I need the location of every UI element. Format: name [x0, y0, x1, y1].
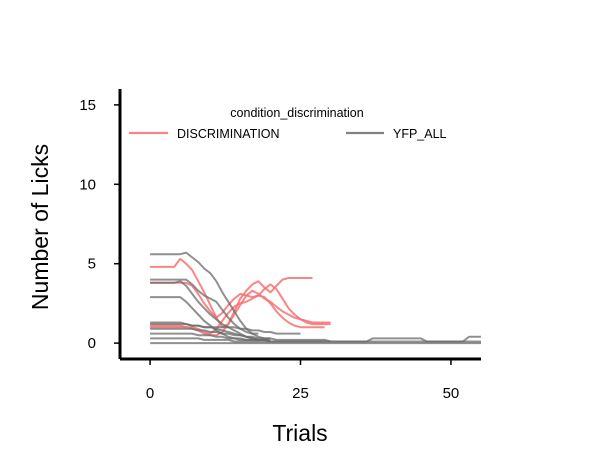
- legend-label-discrimination: DISCRIMINATION: [177, 127, 280, 141]
- series-line-discrimination-0: [150, 257, 313, 329]
- y-axis-title: Number of Licks: [27, 144, 53, 310]
- y-tick-label-15: 15: [79, 97, 96, 114]
- series-line-discrimination-2: [150, 289, 331, 337]
- y-tick-label-0: 0: [88, 335, 96, 352]
- series-line-yfp-all-12: [150, 337, 271, 343]
- series-line-discrimination-3: [150, 294, 325, 335]
- series-line-yfp-all-9: [150, 323, 301, 335]
- legend-title: condition_discrimination: [230, 106, 363, 120]
- series-line-yfp-all-10: [150, 327, 481, 343]
- series-line-yfp-all-7: [150, 296, 259, 341]
- legend: condition_discrimination DISCRIMINATION …: [129, 106, 447, 141]
- legend-label-yfp-all: YFP_ALL: [393, 127, 447, 141]
- y-tick-label-5: 5: [88, 256, 96, 273]
- x-tick-label-0: 0: [146, 385, 154, 402]
- series-layer: [150, 251, 481, 345]
- x-tick-label-50: 50: [443, 385, 460, 402]
- x-axis-title: Trials: [272, 420, 327, 446]
- ticks-layer: 0 25 50 0 5 10 15: [79, 97, 459, 402]
- series-line-yfp-all-11: [150, 332, 331, 343]
- series-line-yfp-all-4: [150, 251, 271, 340]
- x-tick-label-25: 25: [292, 385, 309, 402]
- y-tick-label-10: 10: [79, 176, 96, 193]
